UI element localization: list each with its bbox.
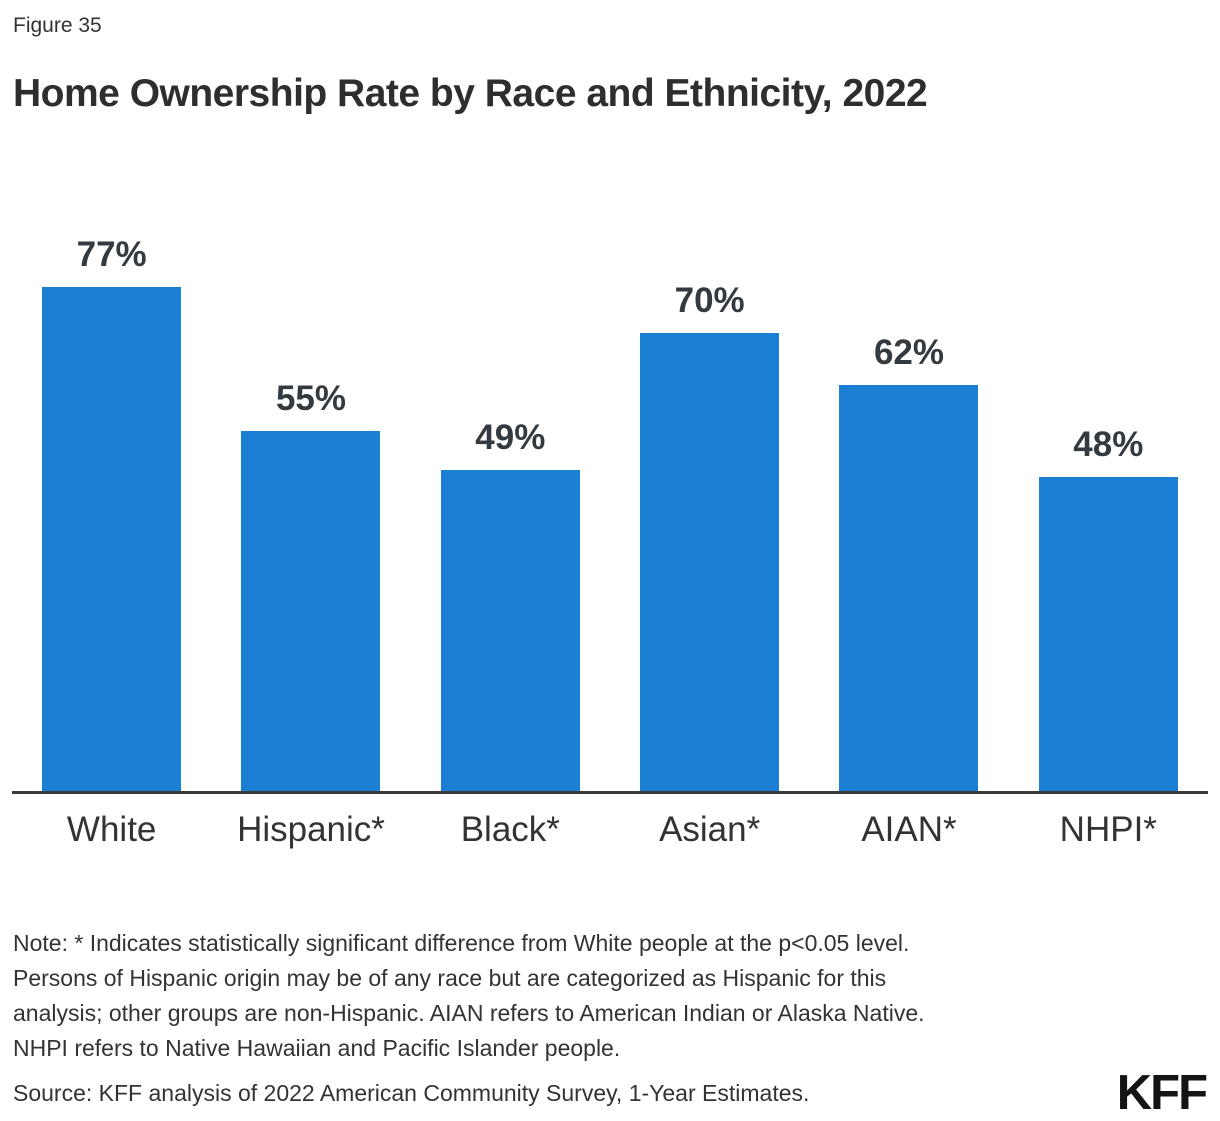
- bar-slot-white: 77%: [12, 235, 211, 791]
- bar-slot-asian: 70%: [610, 235, 809, 791]
- bar: [839, 385, 979, 791]
- bar-value-label: 70%: [674, 281, 745, 320]
- bar-slot-aian: 62%: [809, 235, 1008, 791]
- bar-slot-hispanic: 55%: [211, 235, 410, 791]
- bar-value-label: 49%: [475, 418, 546, 457]
- bar-chart: 77% 55% 49% 70% 62% 48% White Hispanic* Black* A…: [0, 235, 1220, 850]
- x-axis-line: [12, 791, 1208, 794]
- note-line: NHPI refers to Native Hawaiian and Pacif…: [13, 1035, 621, 1061]
- kff-logo: KFF: [1116, 1066, 1208, 1120]
- x-axis-label: AIAN*: [861, 810, 957, 849]
- x-axis-label: White: [66, 810, 157, 849]
- bar: [1038, 477, 1178, 791]
- bar-value-label: 77%: [76, 235, 147, 274]
- bar-slot-nhpi: 48%: [1009, 235, 1208, 791]
- note-line: Note: * Indicates statistically signific…: [13, 930, 910, 956]
- figure-footer: Source: KFF analysis of 2022 American Co…: [0, 1066, 1220, 1120]
- chart-title: Home Ownership Rate by Race and Ethnicit…: [13, 72, 928, 115]
- bar-value-label: 48%: [1073, 425, 1144, 464]
- x-axis-labels: White Hispanic* Black* Asian* AIAN* NHPI*: [0, 810, 1220, 850]
- figure-number-label: Figure 35: [13, 14, 102, 37]
- note-text: Note: * Indicates statistically signific…: [13, 926, 1073, 1066]
- x-axis-label: NHPI*: [1059, 810, 1157, 849]
- x-axis-label: Hispanic*: [237, 810, 385, 849]
- bar: [640, 333, 780, 791]
- bar: [241, 431, 381, 791]
- source-text: Source: KFF analysis of 2022 American Co…: [13, 1079, 810, 1106]
- plot-area: 77% 55% 49% 70% 62% 48%: [0, 235, 1220, 791]
- note-line: analysis; other groups are non-Hispanic.…: [13, 1000, 925, 1026]
- note-line: Persons of Hispanic origin may be of any…: [13, 965, 887, 991]
- x-axis-label: Asian*: [659, 810, 761, 849]
- x-axis-label: Black*: [460, 810, 560, 849]
- bar-value-label: 62%: [873, 333, 944, 372]
- bar-value-label: 55%: [275, 379, 347, 418]
- bar-slot-black: 49%: [411, 235, 610, 791]
- bar: [440, 470, 580, 791]
- bar: [42, 287, 182, 791]
